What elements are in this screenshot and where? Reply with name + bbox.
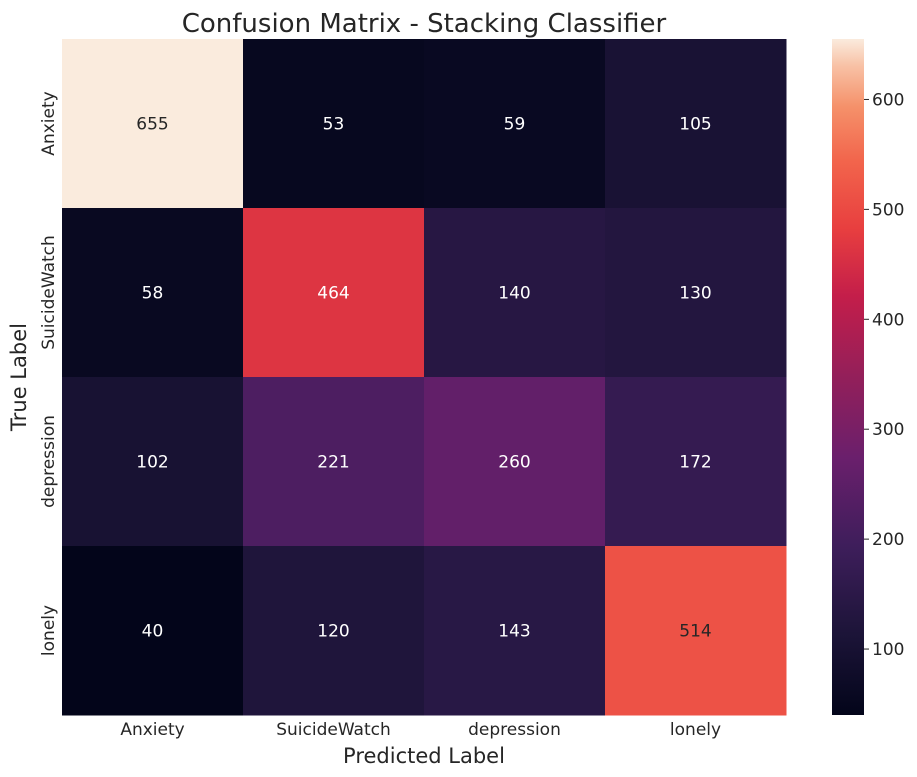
colorbar-ticks: 100 200 300 400 500 600 bbox=[864, 90, 904, 660]
heatmap-cell bbox=[424, 377, 606, 547]
colorbar-tick-label: 400 bbox=[872, 310, 904, 330]
heatmap-cell bbox=[243, 377, 425, 547]
heatmap-cell bbox=[605, 39, 787, 209]
cell-value-label: 59 bbox=[504, 115, 526, 135]
colorbar-tick-label: 500 bbox=[872, 200, 904, 220]
y-tick-label: depression bbox=[39, 415, 59, 508]
cell-value-label: 105 bbox=[679, 115, 711, 135]
x-tick-label: lonely bbox=[670, 720, 721, 740]
cell-value-label: 655 bbox=[136, 115, 168, 135]
chart-title: Confusion Matrix - Stacking Classifier bbox=[182, 9, 667, 39]
heatmap-cell bbox=[62, 546, 244, 716]
cell-value-label: 172 bbox=[679, 453, 711, 473]
cell-value-label: 464 bbox=[317, 284, 349, 304]
heatmap-cell bbox=[605, 377, 787, 547]
cell-value-label: 514 bbox=[679, 622, 711, 642]
cell-value-label: 102 bbox=[136, 453, 168, 473]
x-tick-label: SuicideWatch bbox=[276, 720, 391, 740]
cell-value-label: 120 bbox=[317, 622, 349, 642]
x-axis-ticks: Anxiety SuicideWatch depression lonely bbox=[120, 720, 721, 740]
y-axis-ticks: Anxiety SuicideWatch depression lonely bbox=[39, 91, 59, 656]
heatmap-cell bbox=[243, 208, 425, 378]
cell-value-label: 140 bbox=[498, 284, 530, 304]
cell-value-label: 221 bbox=[317, 453, 349, 473]
heatmap-cell bbox=[424, 546, 606, 716]
heatmap-cell bbox=[243, 39, 425, 209]
heatmap-cell bbox=[605, 208, 787, 378]
colorbar-tick-label: 200 bbox=[872, 530, 904, 550]
colorbar-tick-label: 600 bbox=[872, 90, 904, 110]
y-axis-label: True Label bbox=[7, 323, 31, 432]
heatmap-cell bbox=[424, 208, 606, 378]
heatmap-cells: 655 53 59 105 58 464 140 130 102 221 260 172 40 120 14… bbox=[62, 39, 787, 716]
cell-value-label: 53 bbox=[323, 115, 345, 135]
y-tick-label: SuicideWatch bbox=[39, 235, 59, 350]
heatmap-cell bbox=[62, 39, 244, 209]
cell-value-label: 40 bbox=[142, 622, 164, 642]
colorbar bbox=[832, 39, 864, 715]
cell-value-label: 260 bbox=[498, 453, 530, 473]
colorbar-tick-label: 100 bbox=[872, 640, 904, 660]
y-tick-label: lonely bbox=[39, 605, 59, 656]
heatmap-cell bbox=[243, 546, 425, 716]
x-tick-label: Anxiety bbox=[120, 720, 184, 740]
cell-value-label: 143 bbox=[498, 622, 530, 642]
heatmap-cell bbox=[62, 377, 244, 547]
cell-value-label: 58 bbox=[142, 284, 164, 304]
x-axis-label: Predicted Label bbox=[343, 744, 505, 768]
colorbar-tick-label: 300 bbox=[872, 420, 904, 440]
y-tick-label: Anxiety bbox=[39, 91, 59, 155]
cell-value-label: 130 bbox=[679, 284, 711, 304]
heatmap-cell bbox=[605, 546, 787, 716]
heatmap-cell bbox=[424, 39, 606, 209]
x-tick-label: depression bbox=[468, 720, 561, 740]
heatmap-cell bbox=[62, 208, 244, 378]
